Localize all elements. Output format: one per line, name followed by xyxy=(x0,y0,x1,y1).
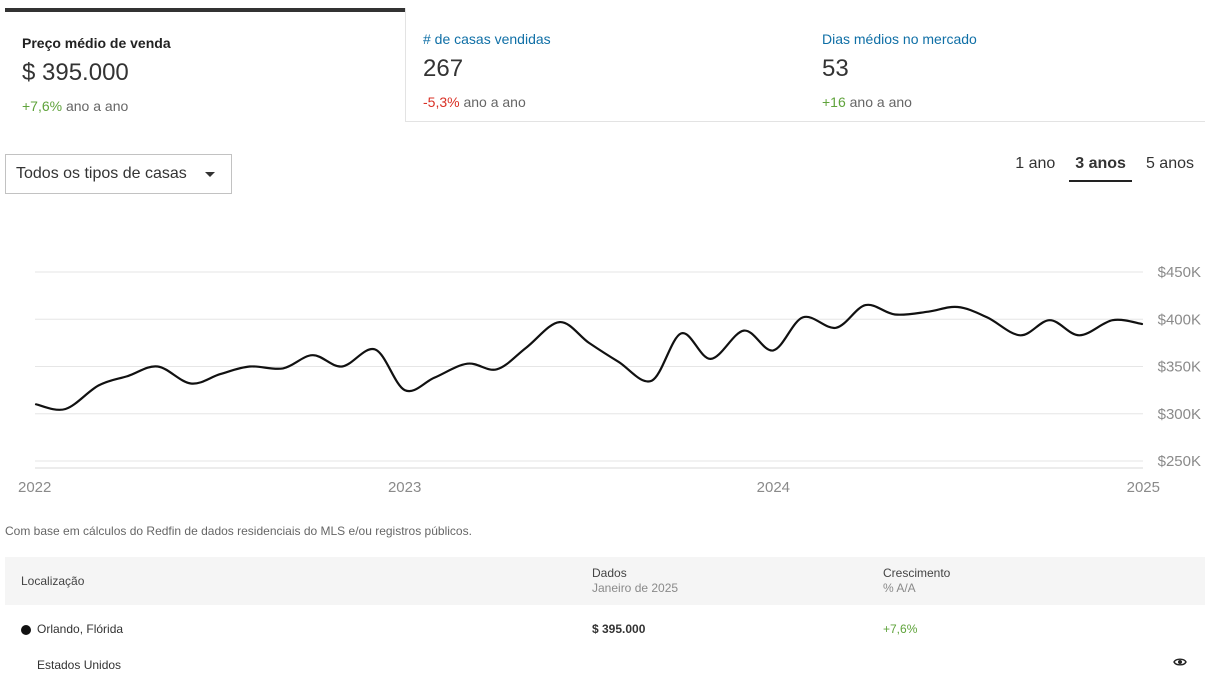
change-suffix: ano a ano xyxy=(463,94,526,110)
range-tab-3-years[interactable]: 3 anos xyxy=(1069,154,1132,182)
col-growth: Crescimento % A/A xyxy=(883,566,950,596)
source-note: Com base em cálculos do Redfin de dados … xyxy=(5,524,472,538)
metric-label: Dias médios no mercado xyxy=(822,31,977,47)
metric-change: +16 ano a ano xyxy=(822,93,1205,111)
metric-label: # de casas vendidas xyxy=(423,31,551,47)
table-header: Localização Dados Janeiro de 2025 Cresci… xyxy=(5,557,1205,605)
row-location: Orlando, Flórida xyxy=(37,622,124,636)
table-row: Estados Unidos xyxy=(5,650,1205,678)
x-tick-label: 2024 xyxy=(757,479,790,496)
chart-gridlines xyxy=(35,271,1143,469)
eye-icon[interactable] xyxy=(1173,655,1187,672)
metric-change: -5,3% ano a ano xyxy=(423,93,805,111)
row-value: $ 395.000 xyxy=(592,622,646,636)
chevron-down-icon xyxy=(205,172,215,177)
row-growth: +7,6% xyxy=(883,622,918,636)
series-line xyxy=(34,303,1144,411)
metric-tabs: Preço médio de venda $ 395.000 +7,6% ano… xyxy=(5,0,1205,122)
metric-tab-median-price[interactable]: Preço médio de venda $ 395.000 +7,6% ano… xyxy=(5,8,405,122)
col-data: Dados Janeiro de 2025 xyxy=(592,566,678,596)
y-tick-label: $400K xyxy=(1158,311,1201,328)
change-suffix: ano a ano xyxy=(65,98,129,114)
range-tab-1-year[interactable]: 1 ano xyxy=(1015,155,1056,172)
x-tick-label: 2025 xyxy=(1127,479,1160,496)
metric-value: $ 395.000 xyxy=(22,59,129,86)
metric-label: Preço médio de venda xyxy=(22,35,171,51)
home-type-dropdown[interactable]: Todos os tipos de casas xyxy=(5,154,232,194)
metric-tab-homes-sold[interactable]: # de casas vendidas 267 -5,3% ano a ano xyxy=(405,8,805,122)
col-data-sub: Janeiro de 2025 xyxy=(592,581,679,595)
col-data-title: Dados xyxy=(592,566,627,580)
row-location: Estados Unidos xyxy=(37,658,122,672)
dropdown-selected-value: Todos os tipos de casas xyxy=(16,165,187,182)
metric-tab-days-on-market[interactable]: Dias médios no mercado 53 +16 ano a ano xyxy=(805,8,1205,122)
x-tick-label: 2023 xyxy=(388,479,421,496)
y-tick-label: $350K xyxy=(1158,359,1201,376)
x-tick-label: 2022 xyxy=(18,479,51,496)
x-axis-ticks: 2022 2023 2024 2025 xyxy=(18,479,1160,496)
y-tick-label: $250K xyxy=(1158,453,1201,470)
y-tick-label: $450K xyxy=(1158,264,1201,281)
col-location: Localização xyxy=(21,574,85,588)
metric-value: 267 xyxy=(423,55,464,82)
change-value: -5,3% xyxy=(423,94,460,110)
y-axis-ticks: $250K $300K $350K $400K $450K xyxy=(1158,264,1201,470)
col-growth-title: Crescimento xyxy=(883,566,951,580)
range-tab-5-years[interactable]: 5 anos xyxy=(1145,155,1194,172)
change-suffix: ano a ano xyxy=(849,94,912,110)
series-dot-icon xyxy=(21,625,31,635)
time-range-tabs: 1 ano 3 anos 5 anos xyxy=(1001,154,1200,182)
change-value: +16 xyxy=(822,94,846,110)
metric-change: +7,6% ano a ano xyxy=(22,97,405,115)
median-price-chart: $250K$300K$350K$400K$450K 2022 2023 2024 20… xyxy=(18,264,1201,496)
col-growth-sub: % A/A xyxy=(883,581,916,595)
y-tick-label: $300K xyxy=(1158,406,1201,423)
change-value: +7,6% xyxy=(22,98,63,114)
table-row: Orlando, Flórida $ 395.000 +7,6% xyxy=(5,614,1205,644)
metric-value: 53 xyxy=(822,55,849,82)
